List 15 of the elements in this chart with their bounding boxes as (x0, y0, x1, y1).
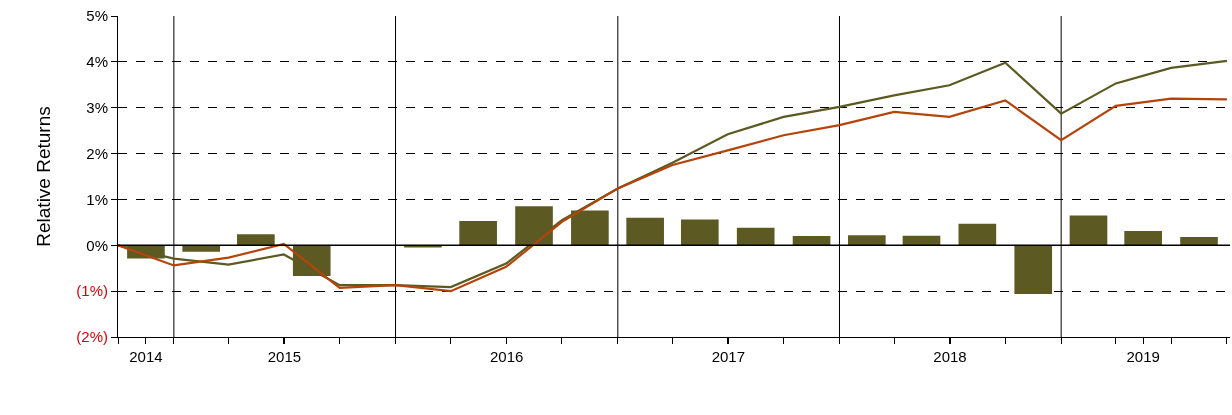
x-tick-label: 2018 (933, 348, 967, 365)
x-tick-label: 2015 (267, 348, 302, 365)
y-axis-title: Relative Returns (33, 106, 55, 247)
x-tick-label: 2017 (711, 348, 746, 365)
y-tick-label: (2%) (76, 328, 108, 346)
x-tick-label: 2019 (1126, 348, 1160, 365)
y-tick-label: (1%) (76, 282, 108, 300)
y-tick-label: 2% (86, 144, 108, 162)
y-tick-label: 3% (86, 98, 108, 116)
x-tick-label: 2014 (129, 348, 163, 365)
y-tick-label: 1% (86, 190, 108, 208)
y-tick-label: 0% (86, 236, 108, 254)
x-tick-label: 2016 (489, 348, 524, 365)
y-tick-label: 5% (86, 7, 108, 25)
y-tick-label: 4% (86, 53, 108, 71)
